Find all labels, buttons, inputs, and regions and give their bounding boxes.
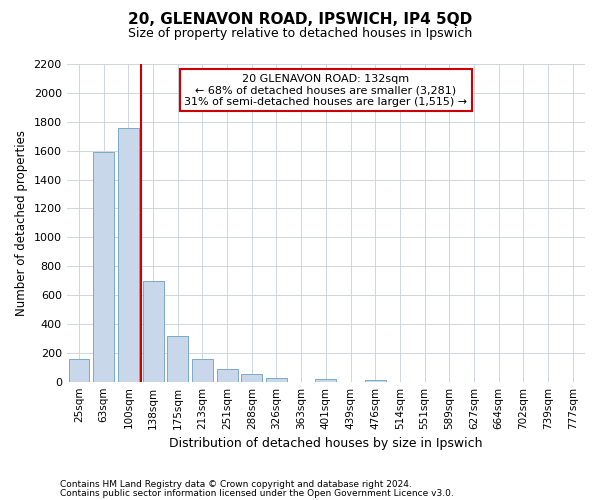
Text: 20 GLENAVON ROAD: 132sqm
← 68% of detached houses are smaller (3,281)
31% of sem: 20 GLENAVON ROAD: 132sqm ← 68% of detach… <box>184 74 467 106</box>
Bar <box>167 336 188 382</box>
Bar <box>143 280 164 382</box>
Bar <box>365 380 386 382</box>
Bar <box>192 358 213 382</box>
Bar <box>118 128 139 382</box>
Bar <box>266 378 287 382</box>
Text: Contains public sector information licensed under the Open Government Licence v3: Contains public sector information licen… <box>60 489 454 498</box>
Bar <box>316 379 337 382</box>
Text: 20, GLENAVON ROAD, IPSWICH, IP4 5QD: 20, GLENAVON ROAD, IPSWICH, IP4 5QD <box>128 12 472 28</box>
X-axis label: Distribution of detached houses by size in Ipswich: Distribution of detached houses by size … <box>169 437 482 450</box>
Text: Contains HM Land Registry data © Crown copyright and database right 2024.: Contains HM Land Registry data © Crown c… <box>60 480 412 489</box>
Bar <box>217 370 238 382</box>
Text: Size of property relative to detached houses in Ipswich: Size of property relative to detached ho… <box>128 28 472 40</box>
Bar <box>93 152 114 382</box>
Bar <box>68 358 89 382</box>
Y-axis label: Number of detached properties: Number of detached properties <box>15 130 28 316</box>
Bar <box>241 374 262 382</box>
